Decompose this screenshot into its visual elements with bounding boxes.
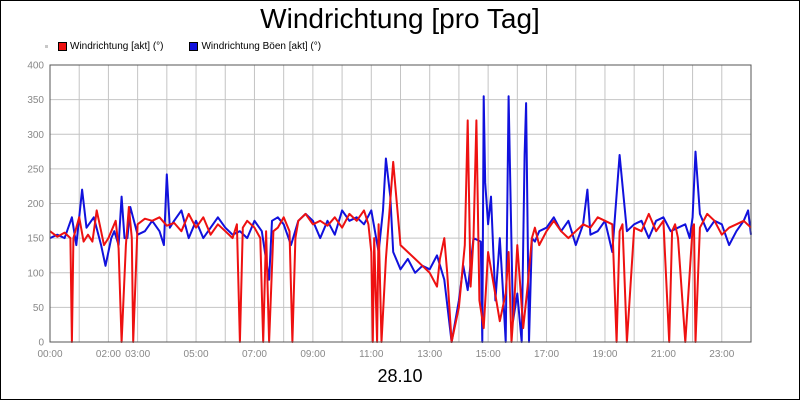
x-tick-label: 13:00 (417, 349, 442, 360)
legend-item-boeen: Windrichtung Böen [akt] (°) (189, 41, 321, 52)
x-tick-label: 15:00 (476, 349, 501, 360)
y-tick-label: 50 (33, 303, 45, 314)
legend-label-windrichtung: Windrichtung [akt] (°) (70, 40, 164, 52)
legend-marker-icon (45, 44, 48, 48)
legend-swatch-boeen (189, 41, 199, 51)
x-tick-label: 17:00 (534, 349, 559, 360)
y-tick-label: 300 (27, 130, 44, 141)
x-tick-label: 19:00 (592, 349, 617, 360)
legend-label-boeen: Windrichtung Böen [akt] (°) (201, 40, 322, 52)
x-tick-label: 02:00 (96, 349, 121, 360)
x-tick-label: 23:00 (709, 349, 734, 360)
x-tick-label: 07:00 (242, 349, 267, 360)
x-tick-label: 00:00 (37, 349, 62, 360)
x-tick-label: 05:00 (184, 349, 209, 360)
y-tick-label: 250 (27, 164, 44, 175)
legend: Windrichtung [akt] (°) Windrichtung Böen… (45, 40, 347, 52)
legend-item-windrichtung: Windrichtung [akt] (°) (58, 41, 163, 52)
y-tick-label: 100 (27, 268, 44, 279)
series-line-boeen (49, 95, 752, 343)
y-tick-label: 150 (27, 234, 44, 245)
chart-title: Windrichtung [pro Tag] (260, 3, 540, 34)
x-tick-label: 09:00 (300, 349, 325, 360)
x-tick-label: 03:00 (125, 349, 150, 360)
y-tick-label: 350 (27, 95, 44, 106)
y-tick-label: 0 (38, 338, 44, 349)
y-tick-label: 400 (27, 61, 44, 72)
date-label: 28.10 (377, 366, 423, 386)
series-line-windrichtung (49, 119, 752, 343)
legend-swatch-windrichtung (58, 41, 67, 51)
x-tick-label: 11:00 (359, 349, 384, 360)
x-tick-label: 21:00 (651, 349, 676, 360)
y-tick-label: 200 (27, 199, 44, 210)
plot-border (49, 64, 752, 343)
